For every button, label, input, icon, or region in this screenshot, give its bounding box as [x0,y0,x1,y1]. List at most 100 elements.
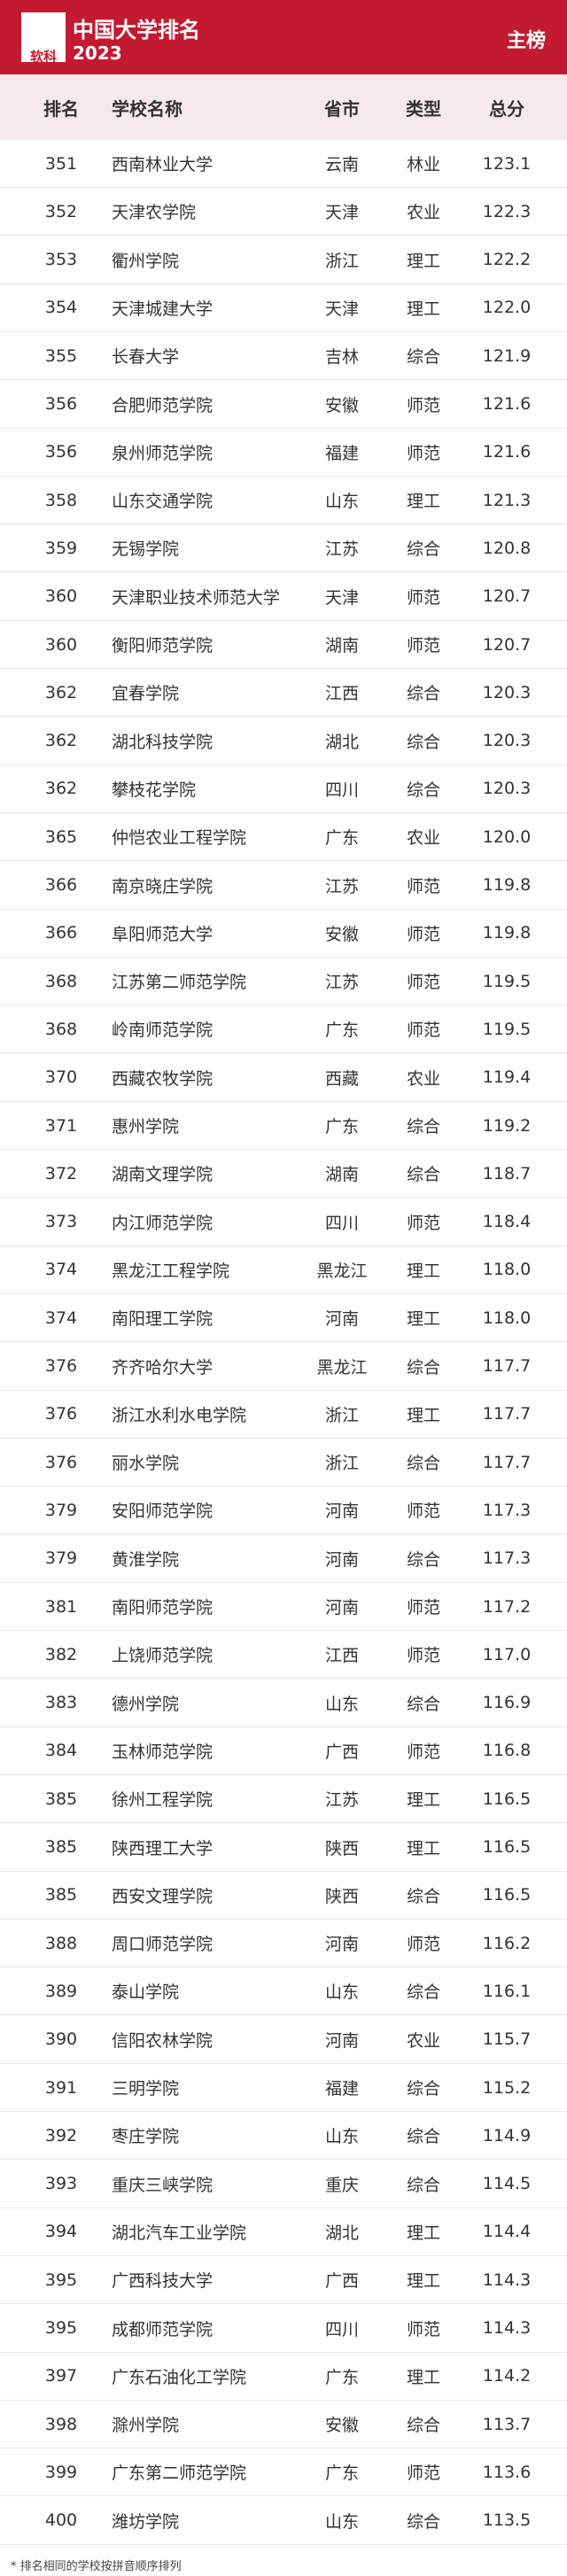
table-row: 354 天津城建大学 天津 理工 122.0 [0,284,567,332]
column-header: 省市 [324,97,360,120]
score: 118.7 [482,1163,532,1183]
rank: 374 [44,1307,78,1328]
score: 119.5 [482,1019,532,1039]
type: 师范 [406,636,440,656]
rank: 399 [44,2462,78,2482]
rank: 397 [44,2366,78,2386]
type: 综合 [406,780,440,800]
table-row: 356 合肥师范学院 安徽 师范 121.6 [0,381,567,429]
table-row: 368 岭南师范学院 广东 师范 119.5 [0,1005,567,1054]
school-name: 枣庄学院 [112,2127,180,2147]
table-row: 362 攀枝花学院 四川 综合 120.3 [0,765,567,813]
province: 天津 [324,203,359,223]
score: 120.3 [482,682,532,702]
province: 河南 [324,1501,359,1522]
rank: 392 [44,2125,78,2145]
school-name: 惠州学院 [112,1117,180,1137]
type: 师范 [406,2463,440,2484]
type: 综合 [406,1454,440,1474]
type: 综合 [406,1982,440,2003]
province: 四川 [324,1213,359,1233]
type: 综合 [406,1165,440,1185]
rank: 391 [44,2077,78,2098]
type: 师范 [406,587,440,608]
school-name: 浙江水利水电学院 [112,1405,247,1425]
province: 广东 [324,828,359,849]
school-name: 西藏农牧学院 [112,1068,214,1089]
type: 理工 [406,2223,440,2243]
table-row: 376 浙江水利水电学院 浙江 理工 117.7 [0,1391,567,1439]
score: 116.5 [482,1885,532,1905]
column-header: 类型 [406,97,441,120]
score: 119.8 [482,923,532,943]
type: 师范 [406,1742,440,1762]
type: 综合 [406,2511,440,2532]
province: 湖南 [324,636,359,656]
rank: 382 [44,1644,78,1664]
type: 师范 [406,973,440,993]
school-name: 衢州学院 [112,251,180,271]
table-row: 355 长春大学 吉林 综合 121.9 [0,332,567,381]
type: 师范 [406,2319,440,2339]
school-name: 天津农学院 [112,203,197,223]
score: 121.9 [482,345,532,366]
tag: 主榜 [506,30,546,52]
score: 117.7 [482,1356,532,1376]
school-name: 内江师范学院 [112,1213,214,1233]
school-name: 丽水学院 [112,1454,180,1474]
score: 122.0 [482,298,532,318]
rank: 362 [44,731,78,751]
column-header: 排名 [43,97,79,120]
table-row: 385 陕西理工大学 陕西 理工 116.5 [0,1824,567,1872]
score: 118.0 [482,1307,532,1328]
table-row: 370 西藏农牧学院 西藏 农业 119.4 [0,1054,567,1102]
province: 湖北 [324,732,359,752]
school-name: 天津职业技术师范大学 [112,587,281,608]
rank: 398 [44,2414,78,2434]
rank: 359 [44,538,78,558]
score: 122.3 [482,201,532,221]
province: 广东 [324,2463,359,2484]
table-row: 368 江苏第二师范学院 江苏 师范 119.5 [0,958,567,1006]
type: 林业 [406,155,440,175]
school-name: 阜阳师范大学 [112,924,214,944]
table-row: 362 宜春学院 江西 综合 120.3 [0,669,567,718]
type: 农业 [406,203,440,223]
school-name: 南阳师范学院 [112,1598,214,1618]
table-row: 373 内江师范学院 四川 师范 118.4 [0,1199,567,1246]
score: 116.1 [482,1981,532,2001]
header: 软科 中国大学排名 2023 主榜 [0,0,567,74]
province: 广西 [324,2271,359,2292]
province: 浙江 [324,1454,359,1474]
table-row: 374 南阳理工学院 河南 理工 118.0 [0,1294,567,1343]
school-name: 周口师范学院 [112,1935,214,1955]
score: 116.5 [482,1837,532,1857]
rank: 374 [44,1260,78,1280]
province: 山东 [324,1982,359,2003]
type: 师范 [406,1020,440,1041]
score: 120.8 [482,538,532,558]
province: 河南 [324,1549,359,1570]
school-name: 信阳农林学院 [112,2030,214,2051]
score: 115.7 [482,2029,532,2050]
table-row: 399 广东第二师范学院 广东 师范 113.6 [0,2448,567,2497]
table-row: 374 黑龙江工程学院 黑龙江 理工 118.0 [0,1246,567,1294]
type: 师范 [406,1213,440,1233]
column-header: 总分 [489,97,524,120]
school-name: 潍坊学院 [112,2511,180,2532]
rank: 352 [44,201,78,221]
score: 119.5 [482,971,532,991]
score: 119.8 [482,875,532,895]
table-row: 390 信阳农林学院 河南 农业 115.7 [0,2016,567,2064]
score: 120.3 [482,779,532,799]
school-name: 德州学院 [112,1694,180,1714]
rank: 362 [44,779,78,799]
province: 湖南 [324,1165,359,1185]
rank: 395 [44,2318,78,2338]
rank: 390 [44,2029,78,2050]
type: 综合 [406,684,440,704]
province: 福建 [324,2079,359,2099]
school-name: 陕西理工大学 [112,1838,214,1858]
table-row: 382 上饶师范学院 江西 师范 117.0 [0,1631,567,1680]
school-name: 广西科技大学 [112,2271,214,2292]
